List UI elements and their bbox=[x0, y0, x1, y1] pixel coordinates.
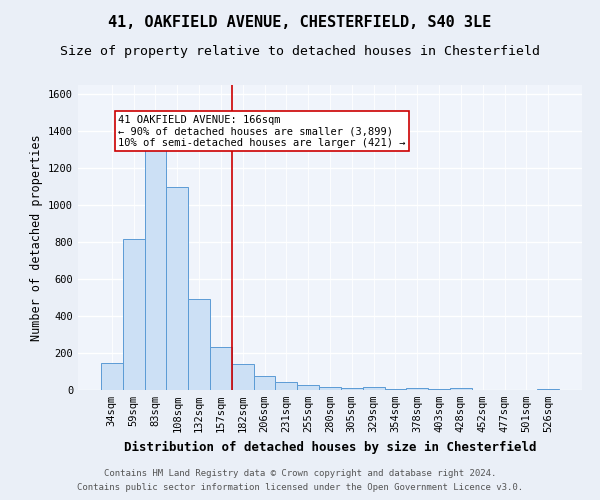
Text: Contains HM Land Registry data © Crown copyright and database right 2024.: Contains HM Land Registry data © Crown c… bbox=[104, 468, 496, 477]
Bar bbox=[428, 389, 450, 390]
X-axis label: Distribution of detached houses by size in Chesterfield: Distribution of detached houses by size … bbox=[124, 440, 536, 454]
Bar bbox=[406, 388, 428, 390]
Text: Size of property relative to detached houses in Chesterfield: Size of property relative to detached ho… bbox=[60, 45, 540, 58]
Text: Contains public sector information licensed under the Open Government Licence v3: Contains public sector information licen… bbox=[77, 484, 523, 492]
Y-axis label: Number of detached properties: Number of detached properties bbox=[29, 134, 43, 341]
Bar bbox=[450, 388, 472, 390]
Bar bbox=[254, 376, 275, 390]
Bar bbox=[385, 389, 406, 390]
Bar bbox=[210, 346, 232, 390]
Text: 41, OAKFIELD AVENUE, CHESTERFIELD, S40 3LE: 41, OAKFIELD AVENUE, CHESTERFIELD, S40 3… bbox=[109, 15, 491, 30]
Bar bbox=[232, 364, 254, 390]
Bar bbox=[145, 150, 166, 390]
Bar bbox=[363, 387, 385, 390]
Bar bbox=[537, 389, 559, 390]
Bar bbox=[166, 186, 188, 390]
Bar bbox=[188, 300, 210, 390]
Bar bbox=[341, 388, 363, 390]
Text: 41 OAKFIELD AVENUE: 166sqm
← 90% of detached houses are smaller (3,899)
10% of s: 41 OAKFIELD AVENUE: 166sqm ← 90% of deta… bbox=[118, 114, 406, 148]
Bar bbox=[101, 363, 123, 390]
Bar bbox=[297, 386, 319, 390]
Bar bbox=[319, 387, 341, 390]
Bar bbox=[275, 382, 297, 390]
Bar bbox=[123, 240, 145, 390]
